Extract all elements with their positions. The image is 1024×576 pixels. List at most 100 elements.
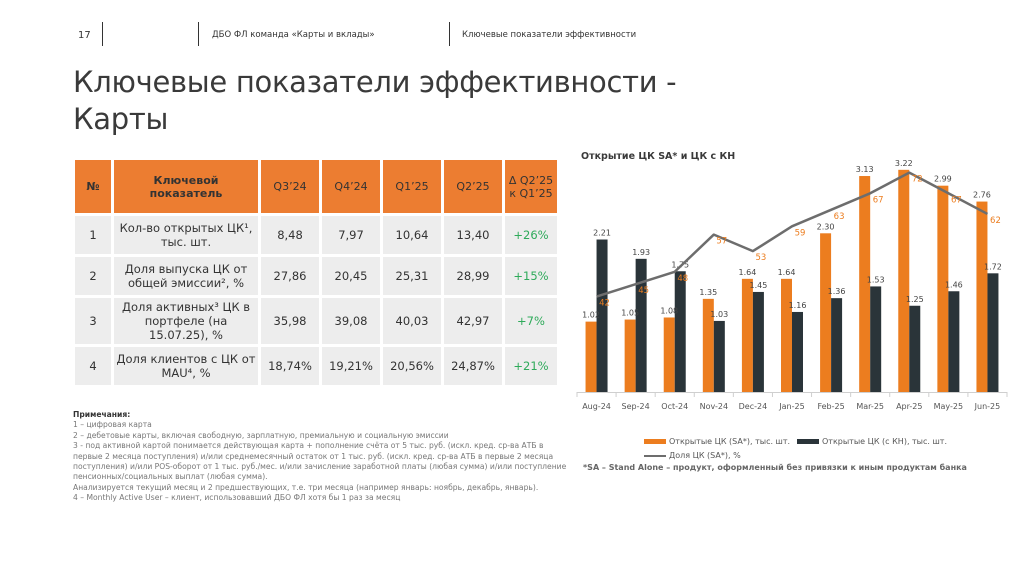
cell-q1-25: 25,31 [383, 257, 441, 295]
legend-swatch-dark [797, 439, 819, 444]
bar-label-kn: 1.03 [710, 310, 728, 319]
cell-q1-25: 20,56% [383, 347, 441, 385]
notes: Примечания: 1 – цифровая карта 2 – дебет… [73, 410, 573, 504]
cell-delta: +21% [505, 347, 557, 385]
cell-q1-25: 10,64 [383, 216, 441, 254]
bar-label-kn: 1.16 [789, 301, 807, 310]
line-label: 57 [716, 237, 727, 247]
page-title-line-2: Карты [73, 102, 169, 136]
legend-label: Открытые ЦК (SA*), тыс. шт. [669, 437, 791, 446]
header-divider [198, 22, 199, 46]
cell-q1-25: 40,03 [383, 298, 441, 344]
x-tick-label: Mar-25 [856, 402, 884, 411]
bar-label-sa: 2.30 [817, 222, 835, 231]
col-header-delta: Δ Q2’25 к Q1’25 [505, 160, 557, 213]
bar-sa [859, 176, 871, 392]
line-label: 45 [638, 286, 649, 296]
cell-num: 2 [75, 257, 111, 295]
bar-line-chart: 1.02 2.21 Aug-24 1.05 1.93 Sep-24 1.08 1.75 Oct-… [576, 159, 1008, 411]
col-header-q2-25: Q2’25 [444, 160, 502, 213]
bar-label-sa: 3.13 [856, 165, 874, 174]
bar-sa [702, 298, 714, 392]
bar-label-sa: 2.76 [973, 191, 991, 200]
bar-label-sa: 1.08 [660, 306, 678, 315]
col-header-q1-25: Q1’25 [383, 160, 441, 213]
bar-kn [987, 273, 999, 392]
bar-sa [663, 317, 675, 392]
bar-label-sa: 2.99 [934, 175, 952, 184]
cell-indicator: Кол-во открытых ЦК¹, тыс. шт. [114, 216, 258, 254]
page-number: 17 [78, 30, 91, 41]
x-tick-label: Aug-24 [582, 402, 611, 411]
legend-item-share: Доля ЦК (SA*), % [644, 451, 741, 460]
cell-delta: +15% [505, 257, 557, 295]
bar-kn [674, 271, 686, 392]
cell-q3-24: 18,74% [261, 347, 319, 385]
cell-q2-25: 28,99 [444, 257, 502, 295]
cell-q4-24: 39,08 [322, 298, 380, 344]
line-share-sa [596, 171, 989, 298]
line-label: 67 [873, 195, 884, 205]
cell-num: 1 [75, 216, 111, 254]
legend-label: Доля ЦК (SA*), % [669, 451, 741, 460]
cell-delta: +26% [505, 216, 557, 254]
chart-title: Открытие ЦК SA* и ЦК с КН [581, 151, 736, 162]
cell-q2-25: 24,87% [444, 347, 502, 385]
cell-num: 4 [75, 347, 111, 385]
page-title: Ключевые показатели эффективности - Карт… [73, 64, 693, 138]
bar-kn [948, 291, 960, 392]
cell-delta: +7% [505, 298, 557, 344]
col-header-q4-24: Q4’24 [322, 160, 380, 213]
col-header-q3-24: Q3’24 [261, 160, 319, 213]
bar-label-kn: 1.53 [867, 275, 885, 284]
x-tick-label: Apr-25 [896, 402, 922, 411]
cell-q2-25: 13,40 [444, 216, 502, 254]
header-subsection: Ключевые показатели эффективности [462, 30, 637, 40]
header-section: ДБО ФЛ команда «Карты и вклады» [212, 30, 375, 40]
table-row: 3 Доля активных³ ЦК в портфеле (на 15.07… [75, 298, 557, 344]
cell-indicator: Доля выпуска ЦК от общей эмиссии², % [114, 257, 258, 295]
line-label: 63 [834, 212, 845, 222]
bar-sa [820, 233, 832, 392]
cell-q4-24: 7,97 [322, 216, 380, 254]
line-label: 62 [990, 216, 1001, 226]
line-label: 48 [677, 274, 688, 284]
table-row: 2 Доля выпуска ЦК от общей эмиссии², % 2… [75, 257, 557, 295]
legend-label: Открытые ЦК (с КН), тыс. шт. [822, 437, 948, 446]
x-tick-label: Dec-24 [739, 402, 768, 411]
bar-sa [937, 185, 949, 392]
line-label: 53 [755, 253, 766, 263]
bar-sa [585, 321, 597, 392]
header-divider [449, 22, 450, 46]
table-row: 1 Кол-во открытых ЦК¹, тыс. шт. 8,48 7,9… [75, 216, 557, 254]
cell-q3-24: 8,48 [261, 216, 319, 254]
cell-indicator: Доля активных³ ЦК в портфеле (на 15.07.2… [114, 298, 258, 344]
bar-sa [741, 278, 753, 392]
col-header-num: № [75, 160, 111, 213]
bar-label-sa: 1.02 [582, 311, 600, 320]
note-line: 3 - под активной картой понимается дейст… [73, 441, 567, 482]
bar-sa [624, 319, 636, 392]
table-row: 4 Доля клиентов с ЦК от MAU⁴, % 18,74% 1… [75, 347, 557, 385]
legend-item-sa: Открытые ЦК (SA*), тыс. шт. [644, 437, 790, 446]
x-tick-label: Oct-24 [661, 402, 688, 411]
cell-q4-24: 20,45 [322, 257, 380, 295]
kpi-table: № Ключевой показатель Q3’24 Q4’24 Q1’25 … [72, 157, 560, 388]
x-tick-label: Nov-24 [700, 402, 728, 411]
bar-label-sa: 1.35 [699, 288, 717, 297]
bar-label-sa: 1.64 [739, 268, 757, 277]
table-header-row: № Ключевой показатель Q3’24 Q4’24 Q1’25 … [75, 160, 557, 213]
line-label: 59 [795, 228, 806, 238]
bar-label-sa: 1.64 [778, 268, 796, 277]
x-tick-label: May-25 [934, 402, 963, 411]
bar-label-kn: 1.93 [632, 248, 650, 257]
bar-kn [831, 298, 843, 392]
bar-label-sa: 1.05 [621, 309, 639, 318]
legend-swatch-line [644, 454, 666, 457]
x-tick-label: Jun-25 [974, 402, 1001, 411]
cell-q3-24: 35,98 [261, 298, 319, 344]
notes-heading: Примечания: [73, 410, 131, 419]
x-tick-label: Jan-25 [778, 402, 804, 411]
bar-label-kn: 1.75 [671, 260, 689, 269]
bar-label-kn: 1.45 [750, 281, 768, 290]
